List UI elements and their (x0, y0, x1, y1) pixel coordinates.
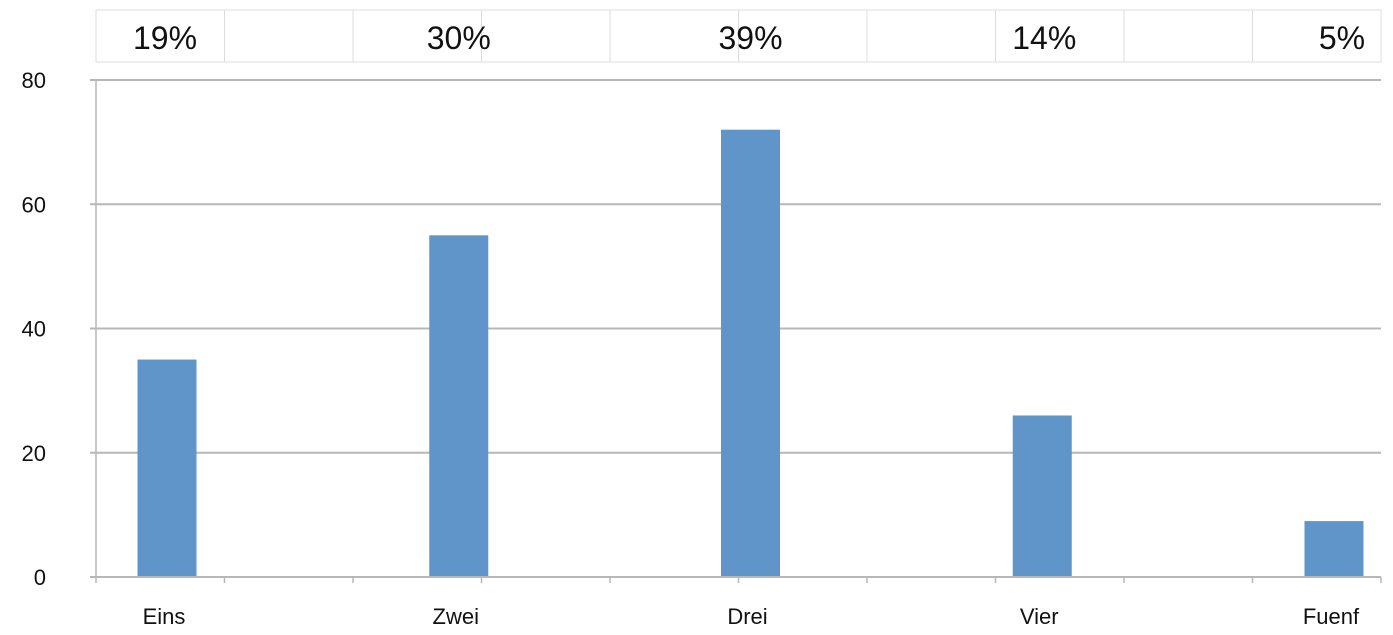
bar-vier (1012, 415, 1072, 577)
x-axis-tick-labels: Eins Zwei Drei Vier Fuenf (143, 604, 1360, 629)
percent-label: 19% (133, 20, 197, 56)
y-tick-label: 60 (22, 192, 46, 217)
bar-eins (137, 359, 197, 577)
bar-drei (721, 129, 780, 577)
percent-label: 14% (1012, 20, 1076, 56)
x-tick-label: Vier (1020, 604, 1059, 629)
x-tick-label: Zwei (433, 604, 479, 629)
percent-label: 39% (718, 20, 782, 56)
y-tick-label: 40 (22, 317, 46, 342)
bar-fuenf (1304, 521, 1364, 577)
x-tick-label: Fuenf (1303, 604, 1360, 629)
x-tick-label: Eins (143, 604, 186, 629)
bars (137, 129, 1364, 577)
percent-table: 19% 30% 39% 14% 5% (95, 9, 1382, 63)
x-tick-label: Drei (727, 604, 767, 629)
bar-zwei (429, 235, 489, 577)
y-axis-tick-labels: 0 20 40 60 80 (22, 68, 46, 590)
percent-label: 5% (1319, 20, 1365, 56)
y-tick-label: 80 (22, 68, 46, 93)
y-tick-label: 20 (22, 441, 46, 466)
percent-label: 30% (427, 20, 491, 56)
y-tick-label: 0 (34, 565, 46, 590)
x-axis (90, 576, 1382, 583)
